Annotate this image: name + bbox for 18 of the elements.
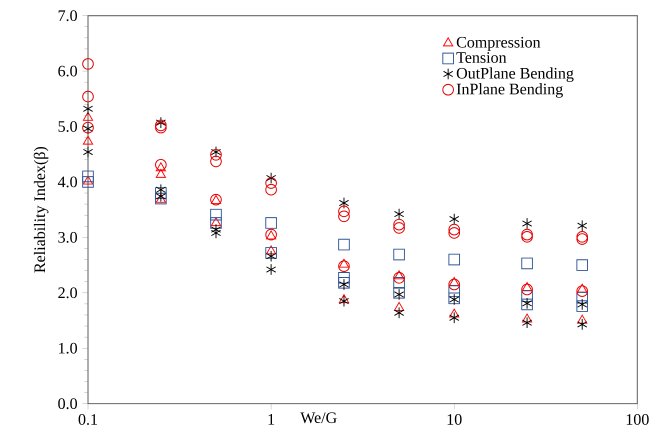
x-tick-label: 0.1 xyxy=(78,414,98,425)
x-axis-title: We/G xyxy=(300,412,337,424)
y-tick-label: 0.0 xyxy=(58,398,77,410)
y-tick-label: 1.0 xyxy=(59,342,77,354)
legend-label: OutPlane Bending xyxy=(456,67,574,82)
y-tick-label: 7.0 xyxy=(58,10,77,22)
x-tick-label: 100 xyxy=(626,414,649,425)
y-axis-title: Reliability Index(β) xyxy=(34,146,48,273)
legend-label: Tension xyxy=(456,52,506,63)
y-tick-label: 3.0 xyxy=(58,232,77,243)
y-tick-label: 2.0 xyxy=(58,287,77,298)
y-tick-label: 5.0 xyxy=(58,121,77,132)
legend-label: InPlane Bending xyxy=(456,83,563,98)
x-tick-label: 1 xyxy=(268,414,274,425)
legend-label: Compression xyxy=(456,36,540,51)
y-tick-label: 6.0 xyxy=(58,66,77,77)
x-tick-label: 10 xyxy=(448,414,462,425)
y-tick-label: 4.0 xyxy=(58,176,77,188)
